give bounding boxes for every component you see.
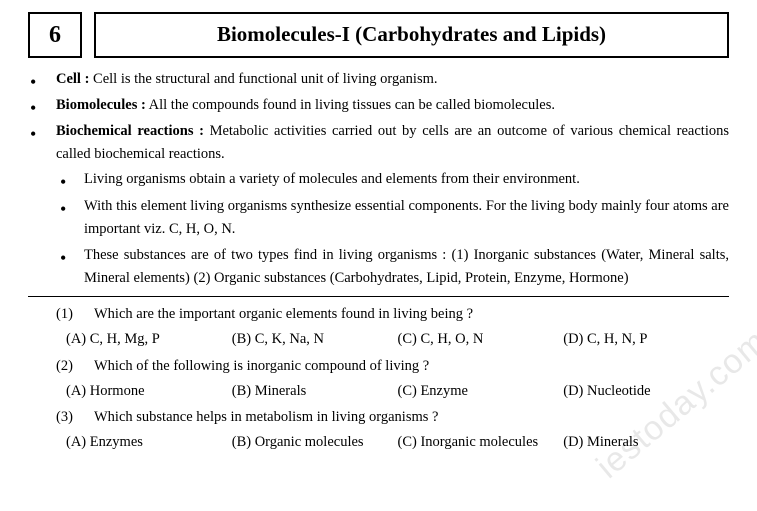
- intro-term: Biomolecules :: [56, 97, 146, 113]
- sub-intro-item: Living organisms obtain a variety of mol…: [56, 168, 729, 191]
- sub-intro-item: These substances are of two types find i…: [56, 244, 729, 290]
- intro-text: All the compounds found in living tissue…: [146, 97, 555, 113]
- option-c: (C) C, H, O, N: [398, 328, 564, 351]
- option-c: (C) Inorganic molecules: [398, 431, 564, 454]
- intro-term: Cell :: [56, 71, 89, 87]
- question-text: Which are the important organic elements…: [94, 303, 729, 326]
- option-b: (B) Organic molecules: [232, 431, 398, 454]
- questions-section: (1) Which are the important organic elem…: [28, 303, 729, 454]
- question-number: (3): [56, 406, 84, 429]
- intro-term: Biochemical reactions :: [56, 123, 204, 139]
- question-row: (3) Which substance helps in metabolism …: [28, 406, 729, 429]
- chapter-title: Biomolecules-I (Carbohydrates and Lipids…: [217, 18, 606, 52]
- question-row: (1) Which are the important organic elem…: [28, 303, 729, 326]
- option-c: (C) Enzyme: [398, 380, 564, 403]
- question-number: (2): [56, 355, 84, 378]
- option-d: (D) C, H, N, P: [563, 328, 729, 351]
- chapter-number-box: 6: [28, 12, 82, 58]
- chapter-title-box: Biomolecules-I (Carbohydrates and Lipids…: [94, 12, 729, 58]
- option-b: (B) C, K, Na, N: [232, 328, 398, 351]
- question-row: (2) Which of the following is inorganic …: [28, 355, 729, 378]
- chapter-header: 6 Biomolecules-I (Carbohydrates and Lipi…: [28, 12, 729, 58]
- option-d: (D) Minerals: [563, 431, 729, 454]
- section-divider: [28, 296, 729, 297]
- intro-item: Cell : Cell is the structural and functi…: [28, 68, 729, 91]
- options-row: (A) Enzymes (B) Organic molecules (C) In…: [28, 431, 729, 454]
- option-d: (D) Nucleotide: [563, 380, 729, 403]
- intro-item: Biomolecules : All the compounds found i…: [28, 94, 729, 117]
- question-text: Which substance helps in metabolism in l…: [94, 406, 729, 429]
- intro-item: Biochemical reactions : Metabolic activi…: [28, 120, 729, 290]
- question-number: (1): [56, 303, 84, 326]
- sub-intro-list: Living organisms obtain a variety of mol…: [56, 168, 729, 290]
- options-row: (A) C, H, Mg, P (B) C, K, Na, N (C) C, H…: [28, 328, 729, 351]
- question-text: Which of the following is inorganic comp…: [94, 355, 729, 378]
- options-row: (A) Hormone (B) Minerals (C) Enzyme (D) …: [28, 380, 729, 403]
- sub-intro-item: With this element living organisms synth…: [56, 195, 729, 241]
- option-b: (B) Minerals: [232, 380, 398, 403]
- chapter-number: 6: [49, 16, 61, 54]
- option-a: (A) C, H, Mg, P: [66, 328, 232, 351]
- option-a: (A) Enzymes: [66, 431, 232, 454]
- intro-text: Cell is the structural and functional un…: [89, 71, 437, 87]
- option-a: (A) Hormone: [66, 380, 232, 403]
- intro-list: Cell : Cell is the structural and functi…: [28, 68, 729, 291]
